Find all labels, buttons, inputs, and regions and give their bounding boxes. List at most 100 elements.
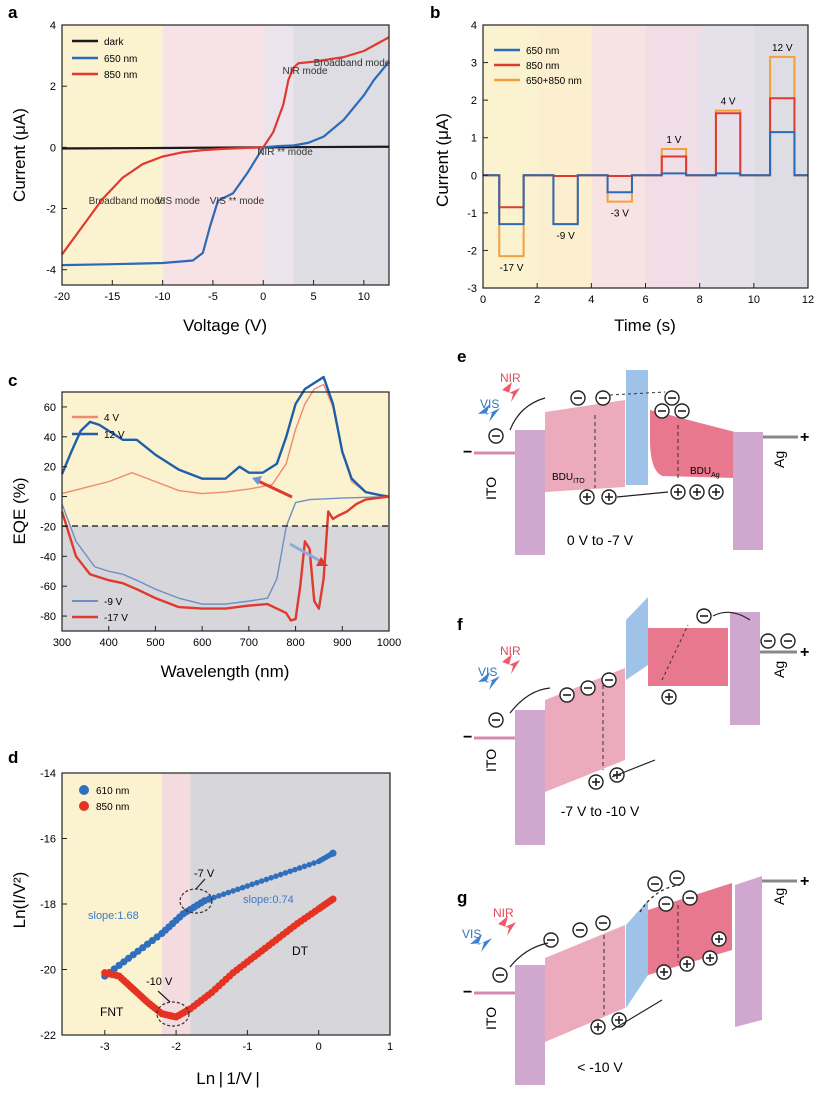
panel-c-legend-top: 4 V 12 V [72, 413, 125, 441]
panel-b-ytick-label: -3 [467, 283, 477, 295]
panel-a-annotations: NIR mode Broadband mode NIR ** mode VIS … [89, 58, 391, 207]
legend-12v-label: 12 V [104, 430, 125, 441]
panel-c-xtick-label: 600 [193, 637, 211, 649]
panel-a-axes-frame [61, 24, 390, 286]
panel-b-xlabel: Time (s) [614, 316, 676, 335]
annotation-vis-star-mode: VIS ** mode [210, 196, 265, 207]
vis-bolt-icon [470, 934, 492, 952]
panel-b-xtick-label: 4 [588, 294, 594, 306]
point-610-nm [311, 860, 317, 866]
panel-b-label: b [430, 3, 440, 22]
point-610-nm [235, 886, 241, 893]
vis-layer [545, 400, 625, 492]
point-610-nm [296, 865, 303, 871]
panel-d-xlabel: Ln | 1/V | [196, 1069, 259, 1088]
panel-c-ytick-label: -60 [40, 581, 56, 593]
point-850-nm [329, 895, 337, 903]
electron-path-arrow [509, 942, 549, 968]
panel-d-ytick-label: -14 [40, 768, 56, 780]
panel-a-ytick-label: 4 [50, 20, 56, 32]
plus-sign: + [800, 644, 809, 661]
panel-c-xlabel: Wavelength (nm) [161, 662, 290, 681]
point-610-nm [273, 873, 279, 879]
panel-d-ytick-label: -22 [40, 1030, 56, 1042]
ag-block [730, 612, 760, 725]
point-610-nm [287, 868, 293, 875]
point-610-nm [205, 895, 213, 903]
plus-sign: + [800, 873, 809, 890]
panel-b-ylabel: Current (μA) [433, 113, 452, 207]
panel-c-ytick-label: 20 [44, 462, 56, 474]
point-610-nm [292, 866, 298, 873]
annotation-nir-mode: NIR mode [282, 66, 327, 77]
point-610-nm [306, 861, 312, 868]
voltage-label-g: < -10 V [577, 1059, 623, 1075]
panel-a-xtick-label: -15 [104, 291, 120, 303]
minus-sign: − [463, 729, 472, 746]
annotation-minus7v: -7 V [194, 868, 215, 880]
vis-label: VIS [462, 927, 481, 941]
annotation-broadband-left: Broadband mode [89, 196, 166, 207]
panel-a-xtick-label: -5 [208, 291, 218, 303]
bdu-left: BDUITO [552, 472, 585, 485]
panel-c-xtick-label: 700 [240, 637, 258, 649]
point-610-nm [254, 879, 260, 886]
panel-a-ylabel: Current (μA) [10, 108, 29, 202]
panel-c-xtick-label: 800 [286, 637, 304, 649]
hole-path-arrow [616, 491, 669, 498]
panel-b-ytick-label: -1 [467, 208, 477, 220]
pulse-voltage-label: 4 V [721, 97, 736, 108]
point-610-nm [268, 875, 274, 881]
panel-d-xtick-label: 1 [387, 1041, 393, 1053]
panel-c-ytick-label: 0 [50, 492, 56, 504]
series--9-V [61, 495, 390, 605]
panel-a-label: a [8, 3, 18, 22]
nir-label: NIR [500, 371, 521, 385]
panel-f-label: f [457, 615, 463, 634]
panel-e-label: e [457, 347, 466, 366]
panel-b-ytick-label: 4 [471, 20, 477, 32]
ito-label: ITO [483, 477, 499, 500]
point-610-nm [230, 888, 236, 894]
ito-block [515, 430, 545, 555]
tunneling-dashes [661, 624, 689, 681]
legend-850-swatch [79, 801, 89, 811]
panel-d-legend: 610 nm 850 nm [79, 785, 129, 813]
panel-b-ytick-label: -2 [467, 245, 477, 257]
ag-label: Ag [771, 661, 787, 678]
marker-minus7v-arrow [195, 878, 206, 890]
panel-a-ytick-label: 0 [50, 142, 56, 154]
annotation-slope-168: slope:1.68 [88, 910, 139, 922]
panel-a-ytick-label: 2 [50, 81, 56, 93]
hole-path-arrow [611, 999, 663, 1031]
panel-f: f VIS NIR − ITO + Ag -7 V to -10 V [457, 597, 809, 845]
annotation-slope-074: slope:0.74 [243, 894, 294, 906]
marker-minus10v-circle [156, 1001, 190, 1027]
insulating-layer [626, 597, 648, 680]
vis-label: VIS [478, 665, 497, 679]
legend-dark-label: dark [104, 37, 124, 48]
point-610-nm [216, 893, 222, 899]
point-610-nm [282, 870, 289, 876]
panel-d-xtick-label: -3 [100, 1041, 110, 1053]
point-610-nm [329, 849, 337, 857]
panel-b-xtick-label: 0 [480, 294, 486, 306]
panel-b-xtick-label: 6 [642, 294, 648, 306]
panel-d: d -3 -2 -1 0 1-22-20-18-16-14 610 nm 850 nm … [8, 748, 393, 1088]
panel-a-xtick-label: 10 [358, 291, 370, 303]
point-610-nm [277, 871, 284, 878]
bdu-right: BDUAg [690, 466, 720, 479]
vis-bolt-icon [478, 672, 500, 690]
voltage-label-f: -7 V to -10 V [561, 803, 640, 819]
panel-a-legend: dark 650 nm 850 nm [72, 37, 137, 81]
marker-minus10v-arrow [157, 990, 171, 1003]
panel-c-legend-bottom: -9 V -17 V [72, 597, 128, 624]
blue-arrow-head-icon [252, 476, 262, 485]
nir-layer [650, 410, 735, 478]
annotation-vis-mode: VIS mode [156, 196, 200, 207]
panel-d-xtick-label: 0 [316, 1041, 322, 1053]
ag-label: Ag [771, 451, 787, 468]
annotation-minus10v: -10 V [146, 976, 173, 988]
ag-block [735, 876, 762, 1027]
